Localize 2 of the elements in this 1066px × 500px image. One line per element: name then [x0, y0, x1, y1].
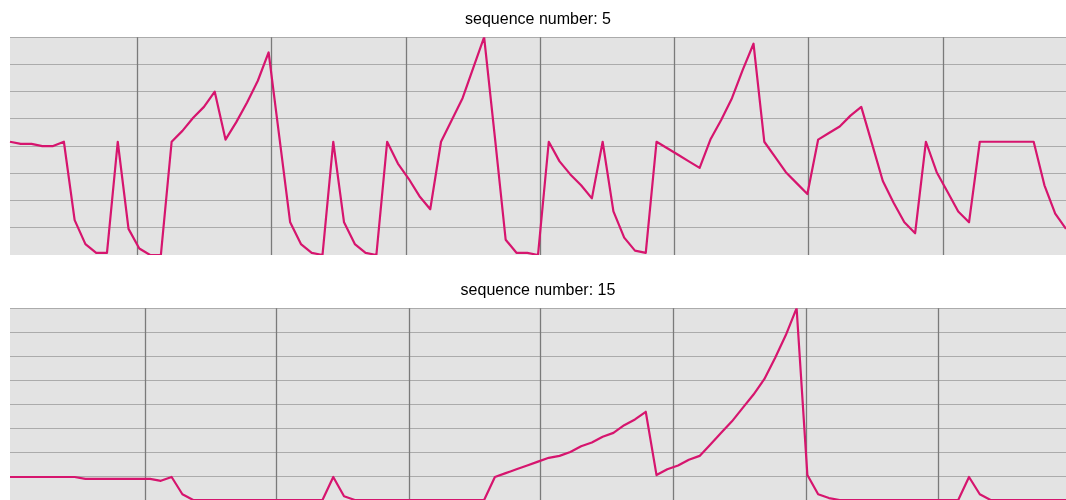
- chart-title: sequence number: 15: [460, 281, 616, 299]
- chart-title: sequence number: 5: [465, 10, 612, 28]
